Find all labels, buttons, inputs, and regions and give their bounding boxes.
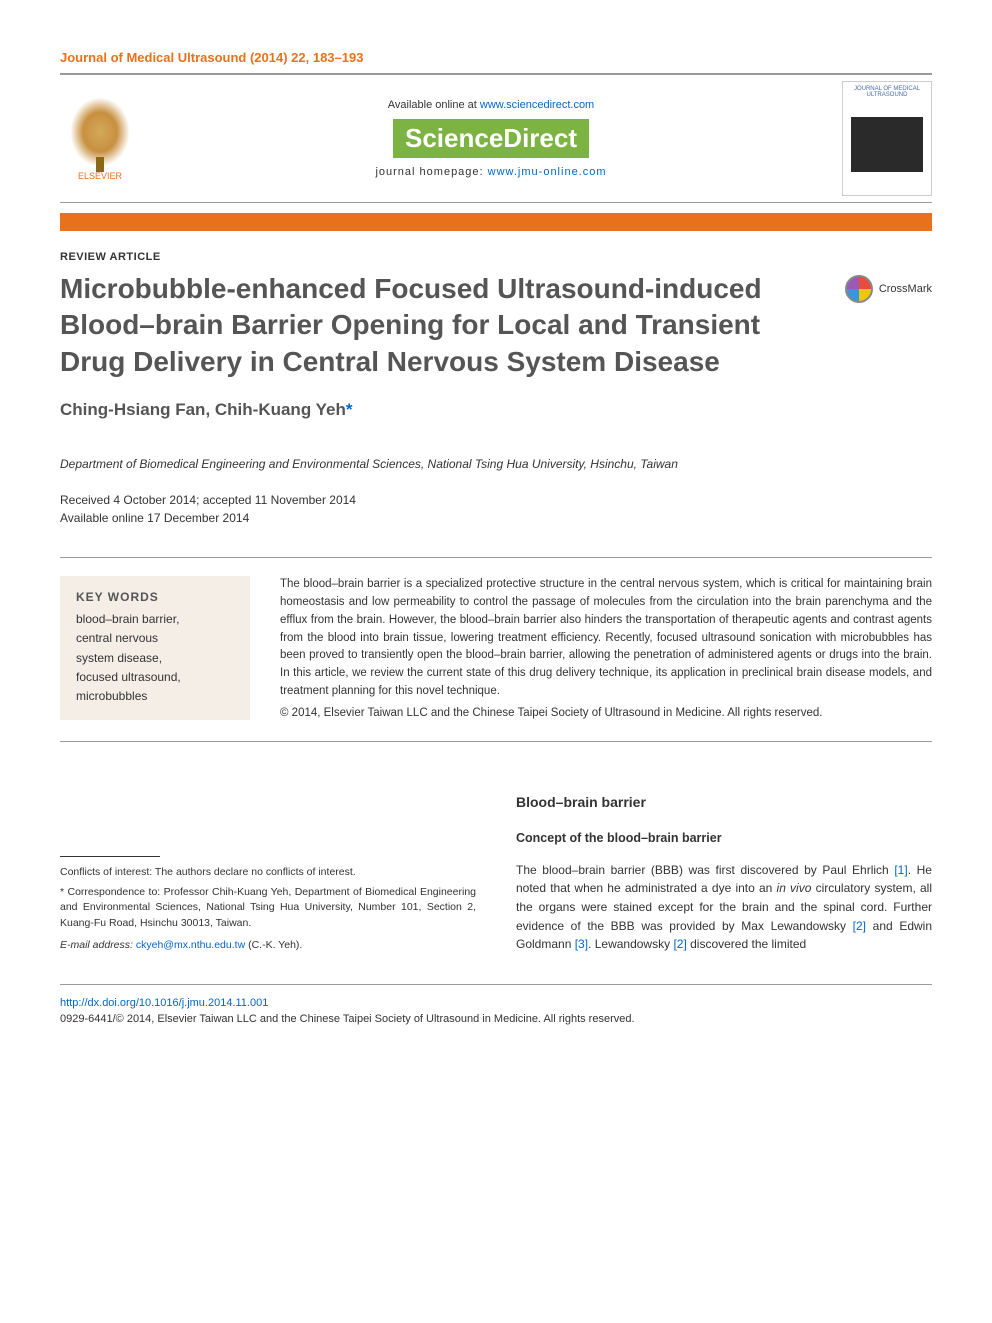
author-names: Ching-Hsiang Fan, Chih-Kuang Yeh: [60, 400, 346, 419]
keywords-list: blood–brain barrier, central nervous sys…: [76, 610, 234, 706]
available-online-date: Available online 17 December 2014: [60, 509, 932, 527]
subsection-heading-concept: Concept of the blood–brain barrier: [516, 829, 932, 848]
footnote-rule: [60, 856, 160, 857]
email-suffix: (C.-K. Yeh).: [245, 939, 302, 951]
corresponding-author-marker: *: [346, 400, 353, 419]
header-banner: ELSEVIER Available online at www.science…: [60, 73, 932, 203]
body-paragraph: The blood–brain barrier (BBB) was first …: [516, 861, 932, 954]
journal-citation: Journal of Medical Ultrasound (2014) 22,…: [60, 50, 932, 65]
reference-link-2a[interactable]: [2]: [853, 919, 866, 933]
body-two-column: Conflicts of interest: The authors decla…: [60, 792, 932, 954]
journal-homepage-link[interactable]: www.jmu-online.com: [488, 166, 607, 178]
email-label: E-mail address:: [60, 939, 136, 951]
publisher-logo[interactable]: ELSEVIER: [60, 97, 140, 181]
doi-link[interactable]: http://dx.doi.org/10.1016/j.jmu.2014.11.…: [60, 997, 268, 1009]
para-text-1: The blood–brain barrier (BBB) was first …: [516, 863, 894, 877]
keywords-box: KEY WORDS blood–brain barrier, central n…: [60, 576, 250, 720]
email-footnote: E-mail address: ckyeh@mx.nthu.edu.tw (C.…: [60, 938, 476, 954]
abstract-copyright: © 2014, Elsevier Taiwan LLC and the Chin…: [280, 705, 932, 723]
received-accepted-date: Received 4 October 2014; accepted 11 Nov…: [60, 491, 932, 509]
publisher-name: ELSEVIER: [60, 171, 140, 181]
journal-cover-thumbnail[interactable]: JOURNAL OF MEDICAL ULTRASOUND: [842, 81, 932, 196]
crossmark-icon: [845, 275, 873, 303]
homepage-label: journal homepage:: [375, 166, 487, 178]
crossmark-label: CrossMark: [879, 283, 932, 295]
italic-in-vivo: in vivo: [777, 881, 812, 895]
abstract-text: The blood–brain barrier is a specialized…: [280, 576, 932, 723]
journal-homepage-line: journal homepage: www.jmu-online.com: [140, 166, 842, 178]
sciencedirect-url-link[interactable]: www.sciencedirect.com: [480, 99, 594, 111]
elsevier-tree-icon: [70, 97, 130, 167]
right-column: Blood–brain barrier Concept of the blood…: [516, 792, 932, 954]
reference-link-3[interactable]: [3]: [575, 937, 588, 951]
sciencedirect-logo[interactable]: ScienceDirect: [393, 119, 589, 158]
crossmark-badge[interactable]: CrossMark: [845, 275, 932, 303]
reference-link-1[interactable]: [1]: [894, 863, 907, 877]
corresponding-email-link[interactable]: ckyeh@mx.nthu.edu.tw: [136, 939, 245, 951]
abstract-block: KEY WORDS blood–brain barrier, central n…: [60, 557, 932, 742]
para-text-5: . Lewandowsky: [588, 937, 673, 951]
author-affiliation: Department of Biomedical Engineering and…: [60, 455, 932, 473]
author-list: Ching-Hsiang Fan, Chih-Kuang Yeh*: [60, 400, 932, 420]
accent-divider-bar: [60, 213, 932, 231]
article-title: Microbubble-enhanced Focused Ultrasound-…: [60, 271, 825, 380]
article-dates: Received 4 October 2014; accepted 11 Nov…: [60, 491, 932, 527]
available-label: Available online at: [388, 99, 480, 111]
footer-block: http://dx.doi.org/10.1016/j.jmu.2014.11.…: [60, 984, 932, 1025]
header-center: Available online at www.sciencedirect.co…: [140, 99, 842, 178]
available-online-text: Available online at www.sciencedirect.co…: [140, 99, 842, 111]
section-heading-bbb: Blood–brain barrier: [516, 792, 932, 814]
cover-title-text: JOURNAL OF MEDICAL ULTRASOUND: [854, 86, 920, 98]
conflicts-footnote: Conflicts of interest: The authors decla…: [60, 865, 476, 881]
left-column: Conflicts of interest: The authors decla…: [60, 792, 476, 954]
correspondence-footnote: * Correspondence to: Professor Chih-Kuan…: [60, 885, 476, 932]
reference-link-2b[interactable]: [2]: [673, 937, 686, 951]
keywords-heading: KEY WORDS: [76, 590, 234, 604]
issn-copyright-line: 0929-6441/© 2014, Elsevier Taiwan LLC an…: [60, 1013, 932, 1025]
article-type-label: REVIEW ARTICLE: [60, 251, 932, 263]
para-text-6: discovered the limited: [687, 937, 806, 951]
abstract-body: The blood–brain barrier is a specialized…: [280, 578, 932, 697]
